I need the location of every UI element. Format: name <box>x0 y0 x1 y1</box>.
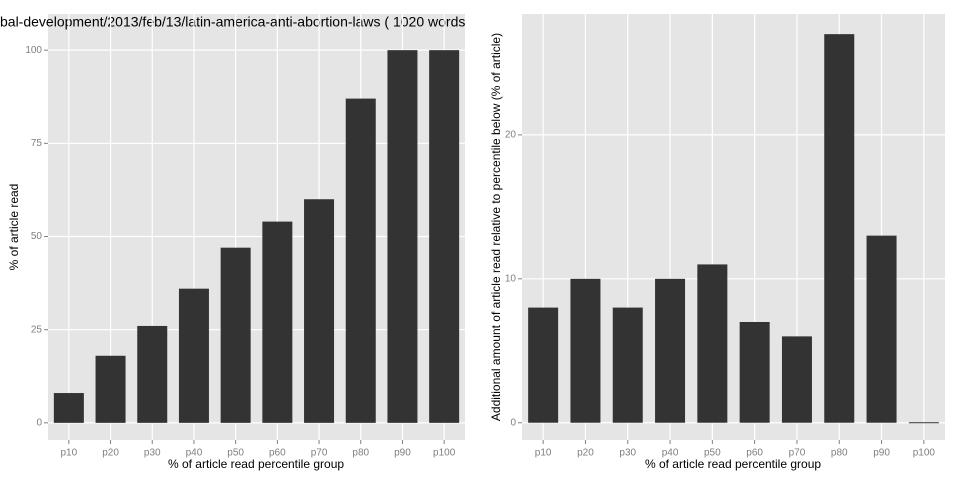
x-tick-label: p10 <box>535 448 552 459</box>
x-axis-title: % of article read percentile group <box>645 457 821 471</box>
bar <box>387 50 418 423</box>
x-tick-label: p30 <box>144 448 161 459</box>
bar <box>655 278 686 423</box>
y-axis-title: Additional amount of article read relati… <box>489 33 503 421</box>
x-tick-label: p50 <box>704 448 721 459</box>
bar <box>429 50 460 423</box>
y-tick-label: 100 <box>25 45 42 56</box>
bar <box>781 336 812 423</box>
x-tick-label: p70 <box>311 448 328 459</box>
y-tick-label: 0 <box>36 417 42 428</box>
y-axis-title: % of article read <box>7 184 21 271</box>
bar <box>908 422 939 424</box>
y-tick-label: 20 <box>505 130 517 141</box>
bar <box>178 288 209 423</box>
bar <box>528 307 559 423</box>
bar <box>345 98 376 423</box>
bar <box>53 393 84 423</box>
x-tick-label: p50 <box>227 448 244 459</box>
x-tick-label: p40 <box>186 448 203 459</box>
bar <box>220 247 251 423</box>
x-tick-label: p70 <box>789 448 806 459</box>
y-tick-label: 50 <box>31 231 43 242</box>
bar <box>697 264 728 423</box>
x-tick-label: p20 <box>102 448 119 459</box>
bar <box>570 278 601 423</box>
x-tick-label: p100 <box>913 448 936 459</box>
x-tick-label: p60 <box>746 448 763 459</box>
bar <box>137 325 168 423</box>
x-tick-label: p30 <box>619 448 636 459</box>
bar <box>739 321 770 423</box>
x-tick-label: p40 <box>662 448 679 459</box>
bar <box>304 199 335 423</box>
x-tick-label: p80 <box>831 448 848 459</box>
chart-title: bal-development/2013/feb/13/latin-americ… <box>0 14 465 30</box>
x-tick-label: p100 <box>433 448 456 459</box>
y-tick-label: 0 <box>510 417 516 428</box>
x-tick-label: p80 <box>352 448 369 459</box>
y-tick-label: 10 <box>505 273 517 284</box>
bar <box>95 355 126 423</box>
x-tick-label: p20 <box>577 448 594 459</box>
x-tick-label: p90 <box>873 448 890 459</box>
bar <box>262 221 293 423</box>
bar <box>866 235 897 423</box>
bar <box>824 34 855 423</box>
x-tick-label: p60 <box>269 448 286 459</box>
x-tick-label: p10 <box>61 448 78 459</box>
y-tick-label: 75 <box>31 138 43 149</box>
y-tick-label: 25 <box>31 324 43 335</box>
x-tick-label: p90 <box>394 448 411 459</box>
x-axis-title: % of article read percentile group <box>168 457 344 471</box>
bar <box>612 307 643 423</box>
